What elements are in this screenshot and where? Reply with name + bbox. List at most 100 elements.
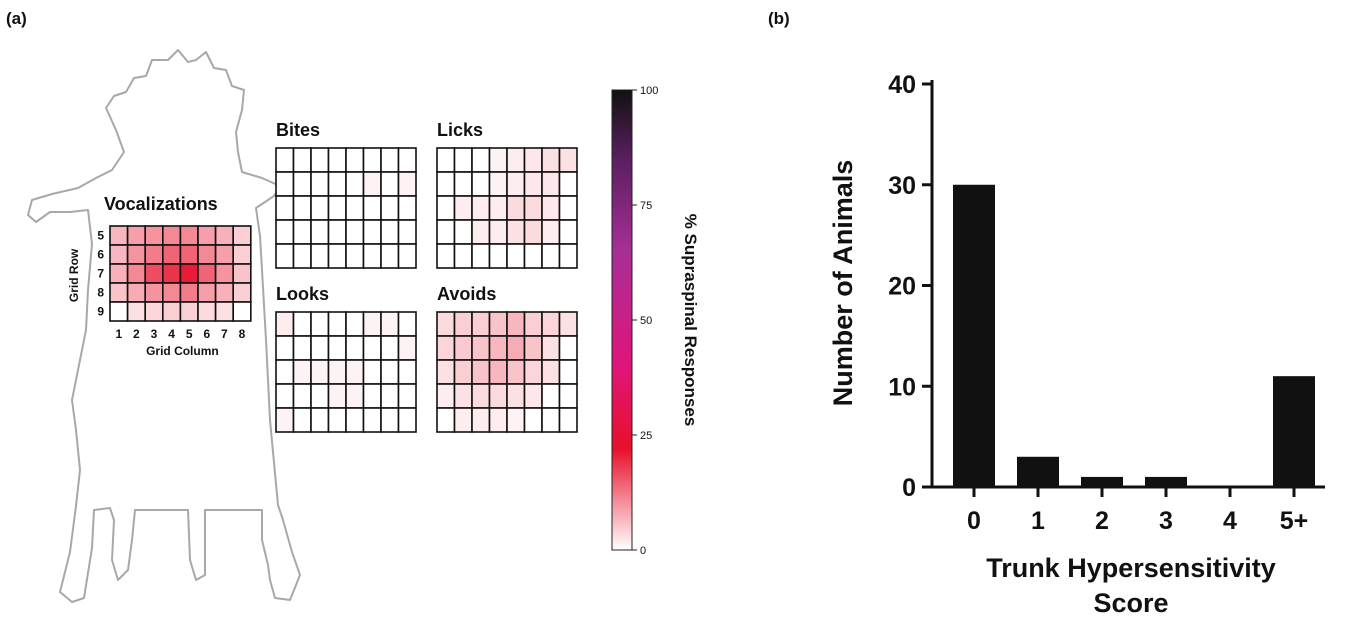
- heatmap-cell: [436, 383, 456, 409]
- heatmap-cell: [471, 195, 491, 221]
- bar-y-ticks: 0 10 20 30 40: [888, 71, 932, 502]
- heatmap-cell: [453, 195, 473, 221]
- heatmap-cell: [488, 219, 508, 245]
- heatmap-cell: [506, 243, 526, 269]
- heatmap-cell: [397, 359, 417, 385]
- heatmap-cell: [453, 171, 473, 197]
- bar-chart: 0 10 20 30 40 0 1 2 3 4 5+ Number of Animals Trun…: [828, 71, 1325, 618]
- heatmap-cell: [488, 243, 508, 269]
- heatmap-cell: [541, 195, 561, 221]
- heatmap-looks: Looks: [275, 284, 417, 433]
- heatmap-cell: [310, 219, 330, 245]
- heatmap-x-tick: 8: [239, 327, 246, 341]
- heatmap-cell: [179, 282, 199, 303]
- heatmap-x-tick: 7: [221, 327, 228, 341]
- heatmap-x-axis-title: Grid Column: [146, 344, 219, 358]
- heatmap-cell: [345, 335, 365, 361]
- heatmap-cell: [109, 244, 129, 265]
- heatmap-cell: [362, 195, 382, 221]
- heatmap-cell: [506, 147, 526, 173]
- heatmap-cell: [345, 219, 365, 245]
- bar-x-tick-label: 0: [967, 507, 981, 535]
- heatmap-cell: [558, 311, 578, 337]
- heatmap-cell: [558, 195, 578, 221]
- heatmap-cell: [436, 195, 456, 221]
- bar-x-axis-title-line1: Trunk Hypersensitivity: [986, 553, 1276, 583]
- heatmap-y-tick: 7: [97, 267, 104, 281]
- heatmap-cell: [488, 195, 508, 221]
- heatmap-cell: [380, 407, 400, 433]
- heatmap-x-tick: 5: [186, 327, 193, 341]
- heatmap-cell: [327, 359, 347, 385]
- heatmap-cell: [558, 359, 578, 385]
- heatmap-cell: [292, 243, 312, 269]
- heatmap-cell: [162, 244, 182, 265]
- heatmap-cell: [232, 225, 252, 246]
- heatmap-cell: [345, 311, 365, 337]
- heatmap-cell: [453, 383, 473, 409]
- heatmap-cell: [523, 335, 543, 361]
- colorbar-tick-label: 0: [640, 545, 646, 557]
- colorbar-title: % Supraspinal Responses: [681, 214, 700, 427]
- heatmap-cell: [488, 359, 508, 385]
- colorbar-tick-label: 100: [640, 85, 658, 97]
- heatmap-cell: [292, 171, 312, 197]
- heatmap-cell: [488, 311, 508, 337]
- heatmap-cell: [275, 171, 295, 197]
- heatmap-cell: [523, 219, 543, 245]
- heatmap-cell: [453, 335, 473, 361]
- heatmap-cell: [558, 219, 578, 245]
- heatmap-cell: [541, 147, 561, 173]
- heatmap-cell: [109, 301, 129, 322]
- heatmap-cell: [436, 171, 456, 197]
- heatmap-cell: [362, 335, 382, 361]
- heatmap-title: Bites: [276, 120, 320, 140]
- heatmap-cell: [310, 383, 330, 409]
- heatmap-cell: [327, 243, 347, 269]
- heatmap-y-tick: 5: [97, 229, 104, 243]
- heatmap-cell: [362, 359, 382, 385]
- heatmap-cell: [345, 171, 365, 197]
- heatmap-cell: [275, 195, 295, 221]
- heatmap-cell: [523, 147, 543, 173]
- heatmap-cell: [488, 171, 508, 197]
- heatmap-cell: [471, 407, 491, 433]
- heatmap-cell: [453, 243, 473, 269]
- heatmap-cell: [126, 301, 146, 322]
- heatmap-cell: [275, 311, 295, 337]
- heatmap-cell: [397, 219, 417, 245]
- heatmap-cell: [397, 407, 417, 433]
- heatmap-cell: [232, 301, 252, 322]
- heatmap-cell: [436, 407, 456, 433]
- colorbar: 0 25 50 75 100 % Supraspinal Responses: [611, 85, 700, 557]
- bar-series: [953, 184, 1315, 487]
- heatmap-cell: [488, 383, 508, 409]
- heatmap-cell: [523, 383, 543, 409]
- heatmap-title: Looks: [276, 284, 329, 304]
- heatmap-cell: [523, 311, 543, 337]
- heatmap-cell: [179, 301, 199, 322]
- heatmap-y-tick: 9: [97, 305, 104, 319]
- heatmap-cell: [345, 195, 365, 221]
- heatmap-cell: [327, 383, 347, 409]
- bar-1: [1017, 456, 1059, 487]
- heatmap-cell: [275, 219, 295, 245]
- heatmap-cell: [541, 311, 561, 337]
- heatmap-x-tick: 3: [151, 327, 158, 341]
- heatmap-cell: [380, 359, 400, 385]
- bar-x-tick-label: 3: [1159, 507, 1173, 535]
- heatmap-cell: [327, 171, 347, 197]
- heatmap-cell: [327, 311, 347, 337]
- heatmap-cell: [397, 383, 417, 409]
- heatmap-cell: [558, 171, 578, 197]
- heatmap-cell: [558, 147, 578, 173]
- heatmap-cell: [162, 263, 182, 284]
- colorbar-tick-label: 75: [640, 200, 652, 212]
- heatmap-cell: [310, 407, 330, 433]
- heatmap-cell: [327, 407, 347, 433]
- heatmap-cell: [471, 243, 491, 269]
- heatmap-cell: [523, 359, 543, 385]
- heatmap-cell: [380, 383, 400, 409]
- heatmap-cell: [144, 282, 164, 303]
- heatmap-cell: [275, 335, 295, 361]
